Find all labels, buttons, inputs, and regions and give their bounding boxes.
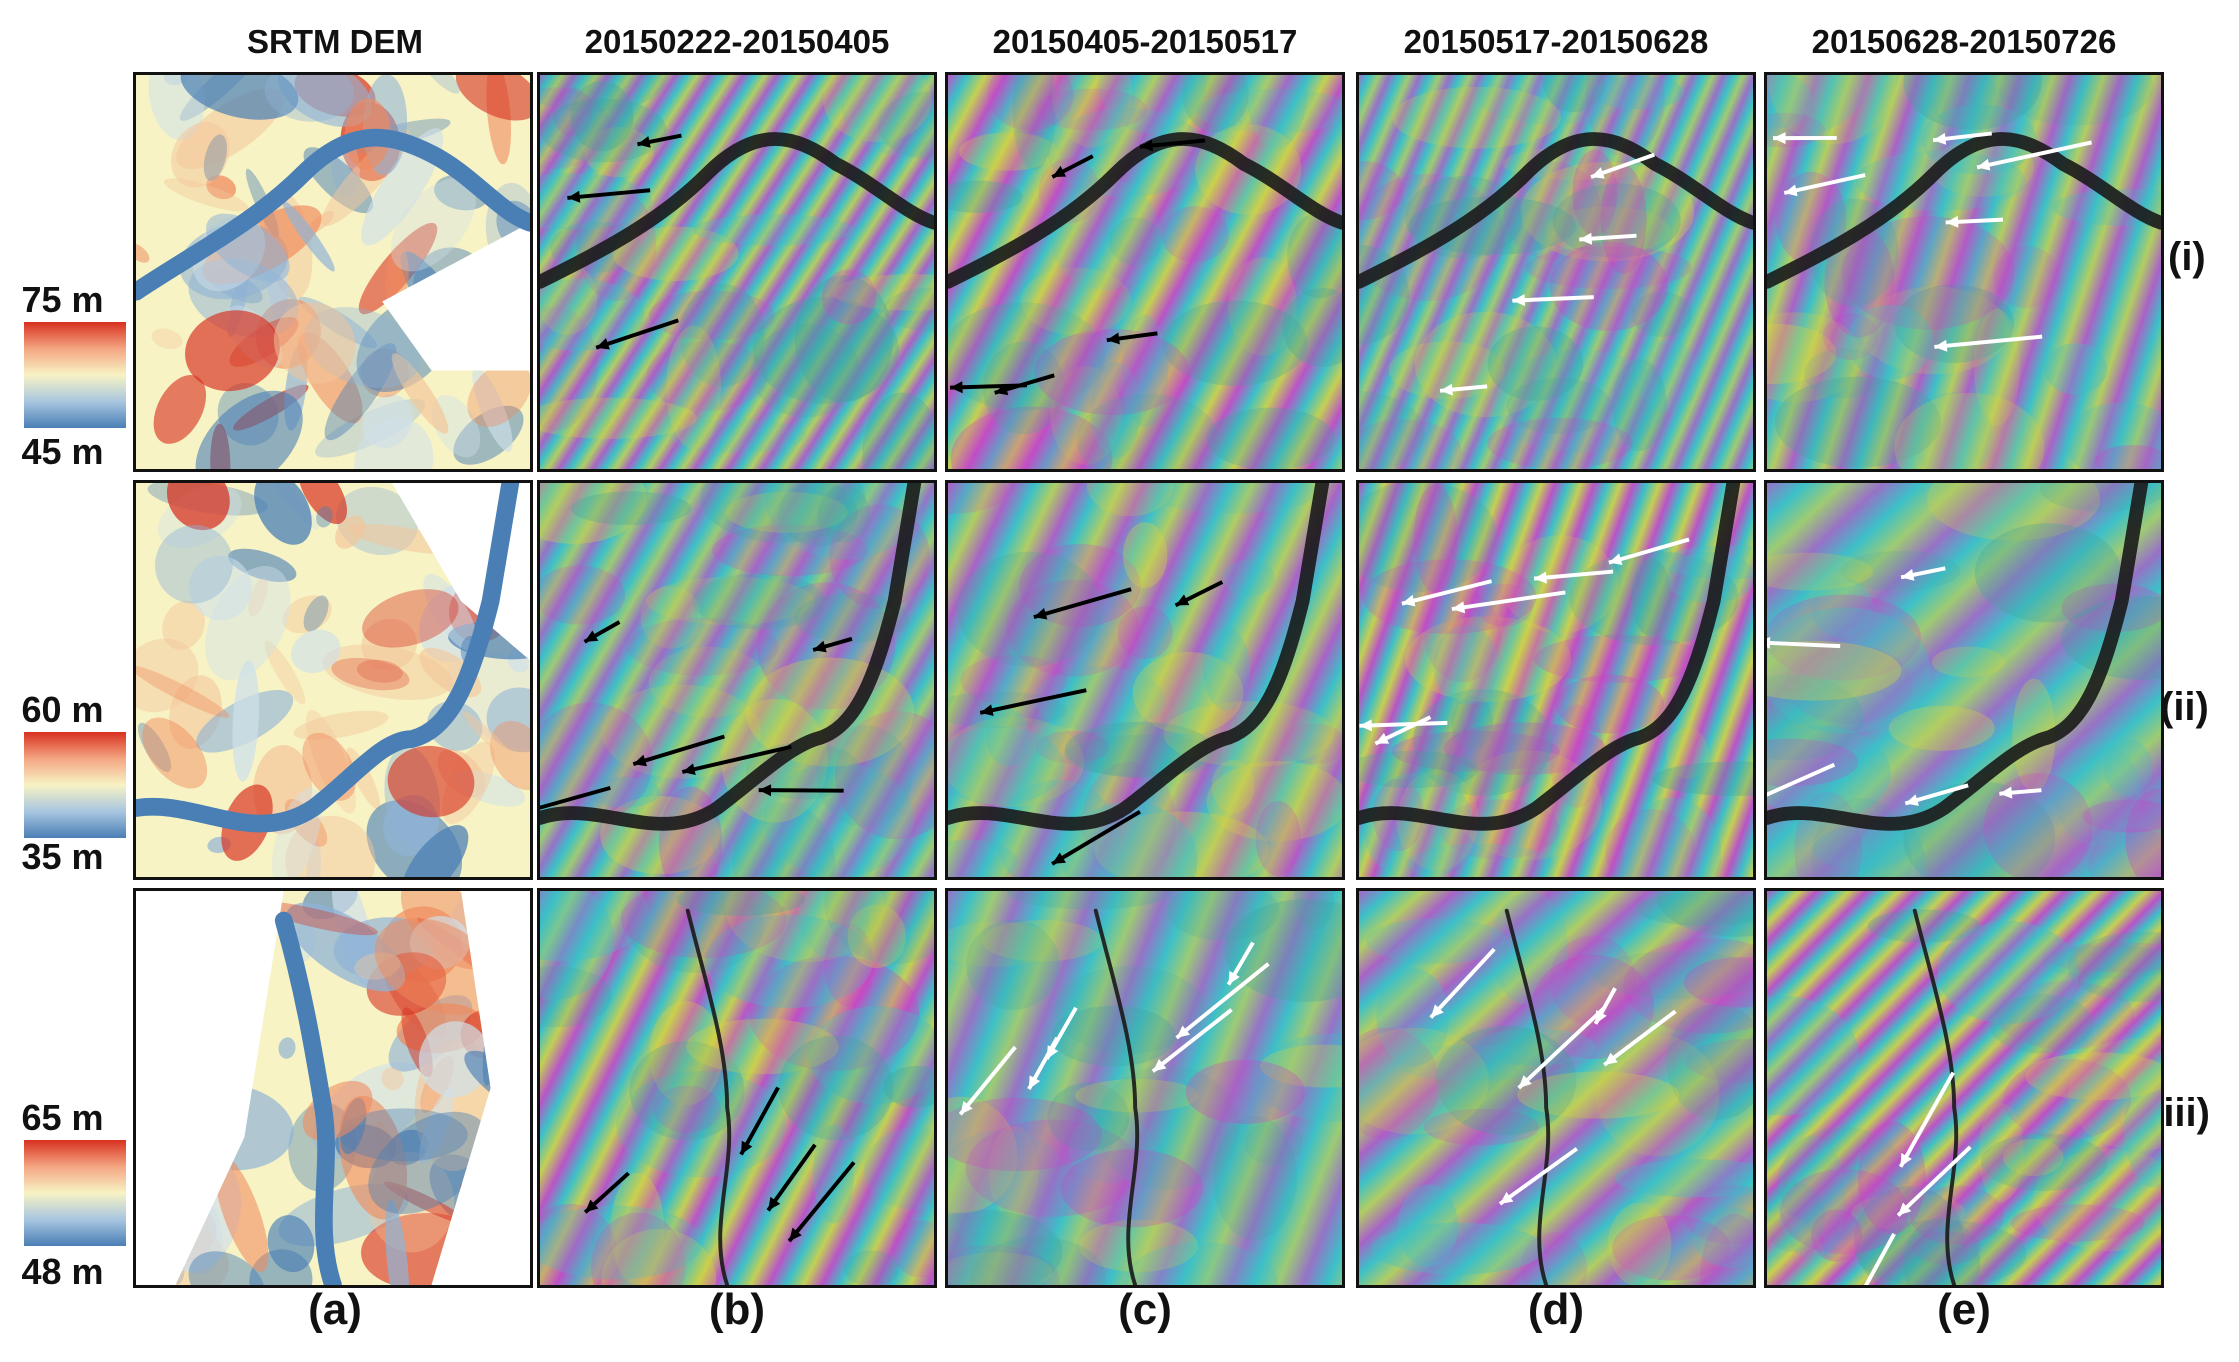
panel-d-i	[1356, 72, 1756, 472]
arrow-annotations	[1439, 152, 1655, 396]
interferogram-image	[540, 75, 934, 469]
dem-map-image	[136, 891, 530, 1285]
column-title-e: 20150628-20150726	[1811, 23, 2117, 60]
panel-e-i	[1764, 72, 2164, 472]
colorbar-max-ii: 60 m	[21, 689, 104, 730]
arrow-annotations	[958, 941, 1270, 1116]
panel-e-iii	[1764, 888, 2164, 1288]
panel-c-iii	[945, 888, 1345, 1288]
interferogram-image	[1359, 75, 1753, 469]
interferogram-image	[1359, 891, 1753, 1285]
dem-map-image	[136, 75, 530, 469]
arrow-annotations	[1767, 566, 2042, 806]
column-title-c: 20150405-20150517	[992, 23, 1298, 60]
colorbar-iii	[24, 1140, 126, 1246]
panel-b-iii	[537, 888, 937, 1288]
interferogram-image	[1767, 891, 2161, 1285]
column-title-d: 20150517-20150628	[1403, 23, 1709, 60]
panel-e-ii	[1764, 480, 2164, 880]
colorbar-max-iii: 65 m	[21, 1097, 104, 1138]
interferogram-image	[1767, 483, 2161, 877]
panel-c-ii	[945, 480, 1345, 880]
colorbar-ii	[24, 732, 126, 838]
column-title-b: 20150222-20150405	[584, 23, 890, 60]
panel-c-i	[945, 72, 1345, 472]
interferogram-image	[540, 891, 934, 1285]
row-label-i: (i)	[2168, 235, 2206, 279]
panel-a-i	[133, 72, 533, 472]
arrow-annotations	[1359, 537, 1690, 746]
colorbar-max-i: 75 m	[21, 279, 104, 320]
interferogram-image	[1359, 483, 1753, 877]
interferogram-image	[948, 891, 1342, 1285]
interferogram-image	[948, 483, 1342, 877]
panel-b-ii	[537, 480, 937, 880]
interferogram-image	[1767, 75, 2161, 469]
arrow-annotations	[1429, 947, 1677, 1206]
panel-a-iii	[133, 888, 533, 1288]
colorbar-min-i: 45 m	[21, 431, 104, 472]
arrow-annotations	[979, 580, 1224, 866]
arrow-annotations	[1773, 131, 2092, 352]
panel-d-ii	[1356, 480, 1756, 880]
panel-b-i	[537, 72, 937, 472]
colorbar-min-iii: 48 m	[21, 1251, 104, 1292]
arrow-annotations	[540, 620, 853, 810]
arrow-annotations	[567, 133, 682, 350]
arrow-annotations	[583, 1086, 856, 1243]
column-letter-d: (d)	[1527, 1285, 1585, 1334]
colorbar-i	[24, 322, 126, 428]
panel-d-iii	[1356, 888, 1756, 1288]
arrow-annotations	[950, 138, 1206, 396]
panel-a-ii	[133, 480, 533, 880]
interferogram-image	[540, 483, 934, 877]
row-label-ii: (ii)	[2160, 685, 2209, 729]
column-letter-b: (b)	[708, 1285, 766, 1334]
column-title-a: SRTM DEM	[247, 23, 423, 60]
column-letter-c: (c)	[1118, 1285, 1172, 1334]
colorbar-min-ii: 35 m	[21, 836, 104, 877]
column-letter-a: (a)	[308, 1285, 362, 1334]
arrow-annotations	[1863, 1071, 1972, 1285]
dem-map-image	[136, 483, 530, 877]
column-letter-e: (e)	[1937, 1285, 1991, 1334]
interferogram-image	[948, 75, 1342, 469]
